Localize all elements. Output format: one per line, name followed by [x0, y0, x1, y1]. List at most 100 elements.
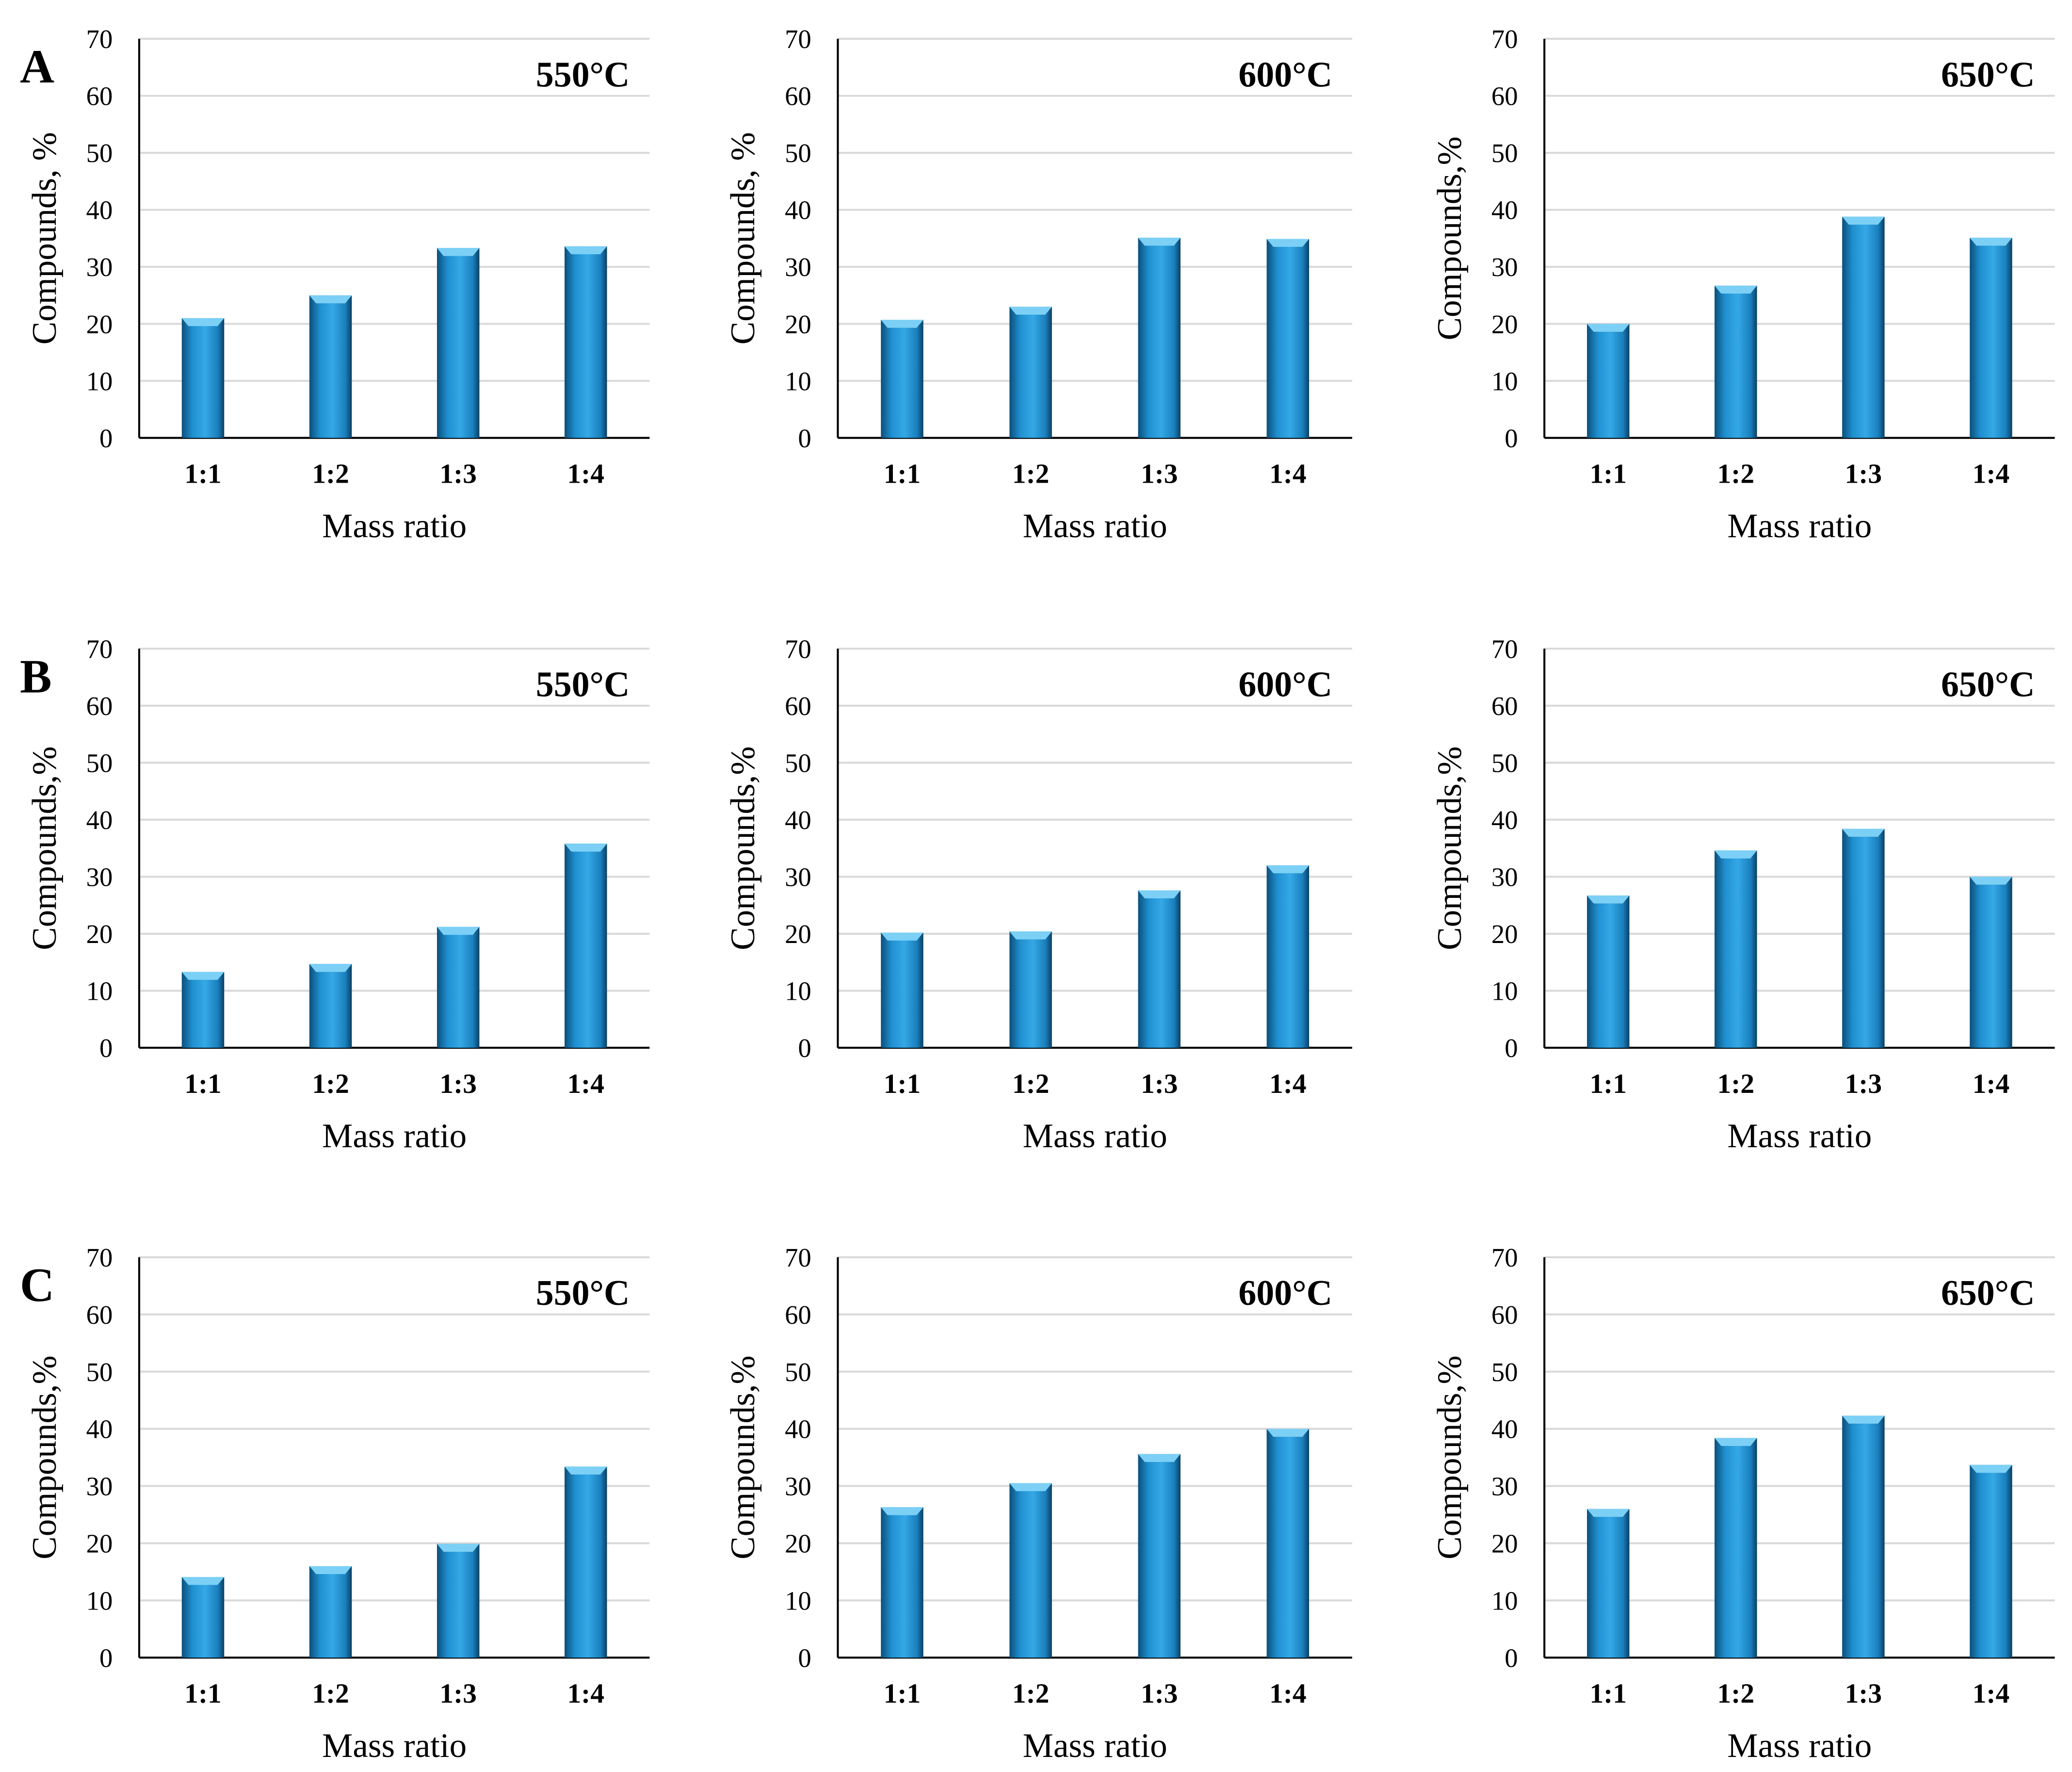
bar-bevel [1842, 216, 1885, 225]
y-tick-label: 70 [1491, 24, 1518, 54]
y-tick-label: 50 [1491, 748, 1518, 778]
bar [1586, 895, 1630, 1048]
bar-bevel [1970, 238, 2012, 246]
panel-title: 650°C [1941, 54, 2035, 94]
panel-title: 650°C [1941, 665, 2035, 704]
x-tick-label: 1:1 [1589, 459, 1626, 489]
x-tick-label: 1:1 [1589, 1069, 1626, 1099]
y-tick-label: 30 [86, 1472, 113, 1501]
bar-bevel [181, 1577, 225, 1585]
x-tick-label: 1:4 [1269, 459, 1306, 489]
y-tick-label: 10 [86, 366, 113, 396]
bar-bevel [1138, 1454, 1181, 1462]
bar [1715, 1438, 1757, 1658]
y-tick-label: 10 [785, 1586, 811, 1615]
bar-bevel [1715, 285, 1757, 294]
bar-bevel [309, 295, 352, 304]
y-tick-label: 50 [86, 1357, 113, 1387]
bar [437, 1544, 480, 1658]
bar [1266, 865, 1310, 1048]
x-tick-label: 1:3 [439, 1069, 476, 1099]
y-tick-label: 0 [798, 1033, 811, 1063]
chart-panel-4: 0 10 20 30 40 50 60 70 1:1 1:2 1:3 1:4 Mass ratio Com… [20, 634, 650, 1155]
bar-bevel [437, 927, 480, 935]
bar-bevel [437, 1544, 480, 1552]
x-tick-label: 1:2 [1012, 459, 1049, 489]
y-tick-label: 40 [785, 1414, 811, 1444]
x-tick-label: 1:4 [1269, 1678, 1306, 1709]
x-tick-label: 1:4 [1973, 1069, 2009, 1099]
bar-bevel [1715, 850, 1757, 859]
y-tick-label: 0 [798, 423, 811, 453]
x-tick-label: 1:2 [1012, 1678, 1049, 1709]
y-axis-label: Compounds,% [26, 1355, 64, 1559]
y-tick-label: 30 [785, 252, 811, 282]
chart-panel-5: 0 10 20 30 40 50 60 70 1:1 1:2 1:3 1:4 Mass ratio Com… [724, 634, 1352, 1155]
bar [1842, 1415, 1885, 1658]
x-axis-label: Mass ratio [1023, 1727, 1167, 1765]
chart-panel-9: 0 10 20 30 40 50 60 70 1:1 1:2 1:3 1:4 Mass ratio Com… [1431, 1243, 2055, 1765]
bar [181, 1577, 225, 1658]
y-tick-label: 60 [1491, 1300, 1518, 1330]
bar-bevel [437, 248, 480, 256]
y-tick-label: 60 [86, 691, 113, 721]
y-tick-label: 60 [785, 81, 811, 111]
bar [1138, 890, 1181, 1048]
x-tick-label: 1:4 [1973, 459, 2009, 489]
chart-panel-7: 0 10 20 30 40 50 60 70 1:1 1:2 1:3 1:4 Mass ratio Com… [20, 1243, 650, 1765]
bar [1842, 216, 1885, 438]
y-tick-label: 20 [1491, 1529, 1518, 1559]
x-axis-label: Mass ratio [1727, 1117, 1872, 1155]
bar-bevel [1266, 865, 1310, 874]
y-axis-label: Compounds,% [1431, 746, 1469, 950]
x-axis-label: Mass ratio [322, 507, 467, 545]
bar [309, 964, 352, 1048]
y-tick-label: 70 [86, 634, 113, 664]
y-tick-label: 60 [785, 691, 811, 721]
y-tick-label: 0 [99, 1643, 113, 1673]
bar [1970, 1464, 2012, 1658]
x-tick-label: 1:4 [1973, 1678, 2009, 1709]
y-axis-label: Compounds,% [724, 1355, 762, 1559]
bar-bevel [1266, 239, 1310, 247]
bar-bevel [1715, 1438, 1757, 1446]
y-tick-label: 0 [99, 423, 113, 453]
y-tick-label: 20 [1491, 919, 1518, 949]
bar [1009, 307, 1052, 438]
x-axis-label: Mass ratio [1727, 1727, 1872, 1765]
y-axis-label: Compounds,% [26, 746, 64, 950]
y-tick-label: 70 [1491, 1243, 1518, 1272]
bar [1970, 238, 2012, 438]
y-tick-label: 70 [785, 634, 811, 664]
bar-bevel [881, 320, 923, 328]
x-tick-label: 1:2 [1717, 1678, 1754, 1709]
x-tick-label: 1:1 [184, 459, 221, 489]
y-tick-label: 30 [86, 862, 113, 892]
bar-bevel [1009, 307, 1052, 315]
y-tick-label: 50 [785, 1357, 811, 1387]
y-tick-label: 50 [86, 748, 113, 778]
chart-panel-3: 0 10 20 30 40 50 60 70 1:1 1:2 1:3 1:4 Mass ratio Com… [1431, 24, 2055, 545]
bar [881, 1507, 923, 1658]
bar [881, 932, 923, 1048]
y-tick-label: 20 [86, 1529, 113, 1559]
panel-title: 550°C [536, 54, 630, 94]
bar [437, 248, 480, 438]
bar [565, 844, 607, 1048]
bar [437, 927, 480, 1048]
y-tick-label: 40 [1491, 195, 1518, 225]
panel-title: 600°C [1238, 54, 1332, 94]
bar [181, 318, 225, 438]
y-tick-label: 10 [86, 1586, 113, 1615]
x-tick-label: 1:2 [1717, 459, 1754, 489]
bar [1970, 877, 2012, 1048]
bar [565, 246, 607, 438]
x-tick-label: 1:3 [1141, 1678, 1178, 1709]
y-tick-label: 40 [86, 1414, 113, 1444]
chart-panel-6: 0 10 20 30 40 50 60 70 1:1 1:2 1:3 1:4 Mass ratio Com… [1431, 634, 2055, 1155]
x-tick-label: 1:2 [312, 1678, 349, 1709]
x-axis-label: Mass ratio [322, 1727, 467, 1765]
bar-bevel [1586, 895, 1630, 904]
